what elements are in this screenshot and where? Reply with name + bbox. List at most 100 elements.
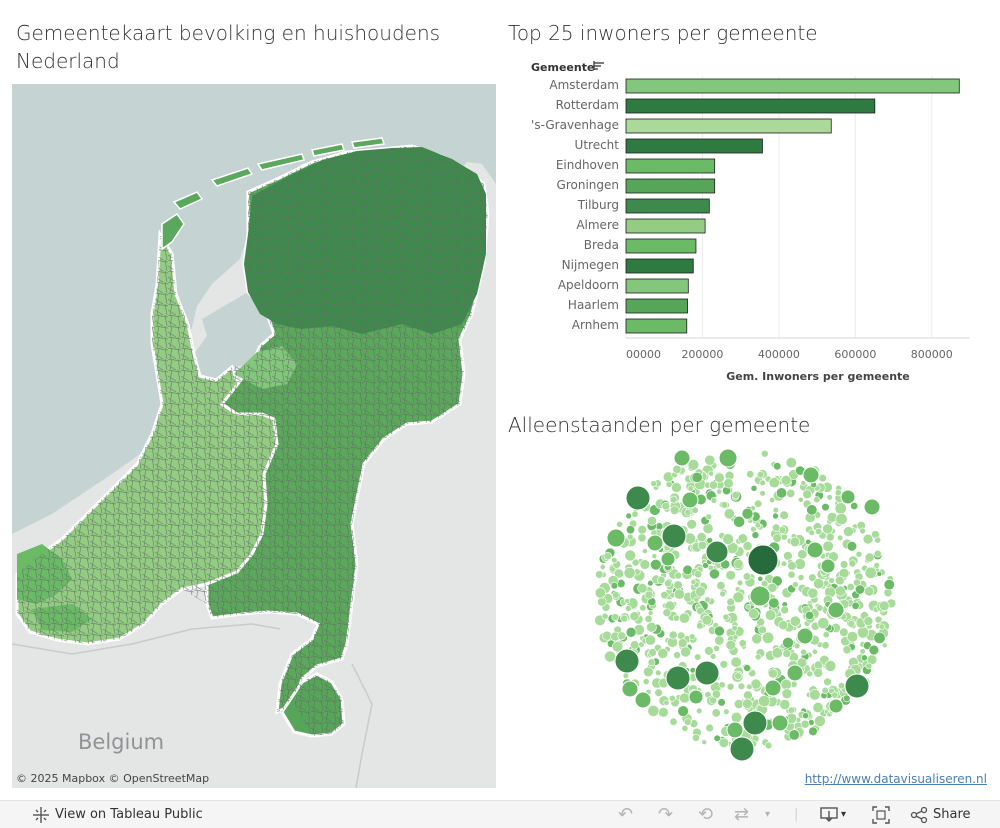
bubble[interactable] xyxy=(669,717,678,726)
bubble[interactable] xyxy=(805,611,815,621)
bubble[interactable] xyxy=(746,683,753,690)
bubble[interactable] xyxy=(737,682,746,691)
bubble[interactable] xyxy=(669,694,676,702)
bubble[interactable] xyxy=(705,513,712,520)
bubble[interactable] xyxy=(780,560,788,567)
bubble[interactable] xyxy=(644,614,653,623)
bubble[interactable] xyxy=(754,522,761,529)
bubble[interactable] xyxy=(722,533,734,545)
bubble[interactable] xyxy=(733,515,745,528)
bubble[interactable] xyxy=(828,577,835,584)
bubble[interactable] xyxy=(764,679,782,697)
bubble[interactable] xyxy=(647,515,657,526)
bubble[interactable] xyxy=(797,549,808,560)
bubble[interactable] xyxy=(657,575,666,584)
bubble[interactable] xyxy=(709,653,717,660)
bubble[interactable] xyxy=(851,601,860,610)
bubble[interactable] xyxy=(705,540,729,564)
bubble[interactable] xyxy=(732,634,739,641)
bubble[interactable] xyxy=(743,664,751,672)
bubble[interactable] xyxy=(643,666,654,678)
bubble[interactable] xyxy=(868,644,880,656)
bubble[interactable] xyxy=(602,630,612,641)
bubble[interactable] xyxy=(742,698,753,709)
bubble[interactable] xyxy=(648,648,657,657)
bubble[interactable] xyxy=(678,612,690,624)
bubble[interactable] xyxy=(859,527,866,535)
bubble[interactable] xyxy=(824,660,837,672)
bubble[interactable] xyxy=(661,501,671,511)
bubble[interactable] xyxy=(782,649,792,658)
bubble[interactable] xyxy=(822,540,834,552)
bubble[interactable] xyxy=(742,710,768,736)
bubble[interactable] xyxy=(846,583,855,592)
bubble[interactable] xyxy=(855,550,863,558)
bubble[interactable] xyxy=(773,462,782,471)
bubble[interactable] xyxy=(743,690,753,700)
bubble[interactable] xyxy=(637,533,647,543)
bubble[interactable] xyxy=(661,523,687,549)
bubble[interactable] xyxy=(687,459,700,471)
bubble[interactable] xyxy=(834,585,846,597)
bubble[interactable] xyxy=(821,502,830,512)
bubble[interactable] xyxy=(725,639,736,651)
bubble[interactable] xyxy=(671,482,682,493)
bubble[interactable] xyxy=(787,570,796,579)
bubble[interactable] xyxy=(815,527,823,535)
bubble[interactable] xyxy=(650,558,662,571)
bubble[interactable] xyxy=(788,729,800,741)
bubble[interactable] xyxy=(854,584,865,595)
view-on-tableau-button[interactable]: View on Tableau Public xyxy=(32,801,203,828)
bubble[interactable] xyxy=(594,587,606,599)
bubble[interactable] xyxy=(796,627,814,645)
bubble[interactable] xyxy=(751,633,763,645)
bubble[interactable] xyxy=(687,485,694,492)
bubble[interactable] xyxy=(701,739,707,746)
bar[interactable] xyxy=(625,178,716,194)
bubble[interactable] xyxy=(645,634,656,646)
bubble[interactable] xyxy=(864,586,875,597)
bubble[interactable] xyxy=(718,448,738,468)
category-label[interactable]: 's-Gravenhage xyxy=(531,118,619,132)
bubble[interactable] xyxy=(694,570,703,579)
bubble[interactable] xyxy=(742,572,752,581)
bubble[interactable] xyxy=(684,509,692,516)
bubble[interactable] xyxy=(812,701,824,713)
bubble[interactable] xyxy=(624,598,631,604)
bubble[interactable] xyxy=(840,489,856,505)
bubble[interactable] xyxy=(672,614,680,622)
bubble[interactable] xyxy=(834,502,847,515)
bubble[interactable] xyxy=(781,688,793,699)
bubble[interactable] xyxy=(844,673,870,699)
bubble[interactable] xyxy=(657,647,669,659)
bubble[interactable] xyxy=(603,552,612,561)
bubble[interactable] xyxy=(714,635,725,646)
bubble[interactable] xyxy=(604,650,616,663)
bubble[interactable] xyxy=(767,582,778,593)
bubble[interactable] xyxy=(874,536,882,544)
bubble[interactable] xyxy=(817,617,830,630)
bubble[interactable] xyxy=(639,559,650,570)
bubble[interactable] xyxy=(780,474,792,486)
bubble[interactable] xyxy=(863,616,874,626)
bubble[interactable] xyxy=(722,613,730,621)
bubble[interactable] xyxy=(625,627,637,638)
bubble[interactable] xyxy=(694,653,702,661)
bubble[interactable] xyxy=(681,724,689,732)
category-label[interactable]: Amsterdam xyxy=(549,78,619,92)
bubble[interactable] xyxy=(800,648,807,656)
bubble[interactable] xyxy=(778,620,789,631)
category-label[interactable]: Eindhoven xyxy=(556,158,619,172)
bubble[interactable] xyxy=(620,614,629,623)
bubble[interactable] xyxy=(711,689,721,699)
bubble[interactable] xyxy=(673,449,691,467)
bubble[interactable] xyxy=(647,610,654,616)
bubble[interactable] xyxy=(797,574,805,581)
bubble[interactable] xyxy=(622,672,630,679)
bubble[interactable] xyxy=(827,601,845,619)
bubble[interactable] xyxy=(601,612,609,620)
bubble[interactable] xyxy=(718,681,726,689)
bar[interactable] xyxy=(625,278,689,294)
bubble[interactable] xyxy=(749,585,771,607)
bubble[interactable] xyxy=(843,526,854,537)
